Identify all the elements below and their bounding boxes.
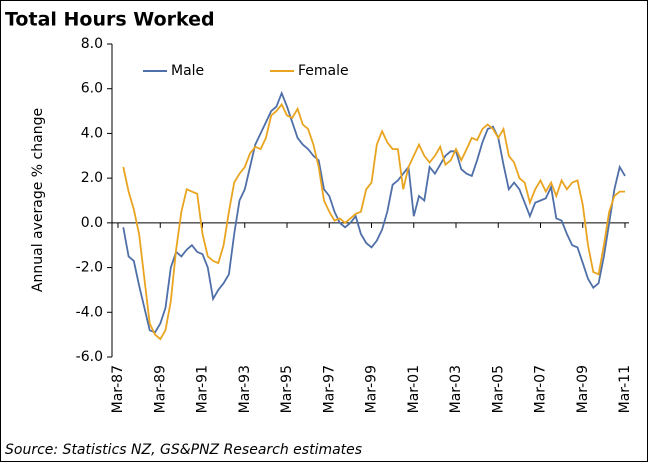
- x-tick-label: Mar-01: [406, 365, 422, 413]
- y-tick-label: -4.0: [76, 304, 103, 320]
- x-tick-label: Mar-99: [364, 365, 380, 413]
- y-tick-label: 0.0: [81, 215, 103, 231]
- y-axis-label: Annual average % change: [30, 108, 46, 292]
- series-line: [122, 102, 625, 341]
- y-tick-label: -2.0: [76, 260, 103, 276]
- x-tick-label: Mar-89: [152, 365, 168, 413]
- x-tick-label: Mar-87: [110, 365, 126, 413]
- chart-title: Total Hours Worked: [5, 9, 215, 31]
- x-tick-label: Mar-05: [490, 365, 506, 413]
- x-tick-label: Mar-09: [575, 365, 591, 413]
- source-note: Source: Statistics NZ, GS&PNZ Research e…: [5, 442, 362, 458]
- y-tick-label: 2.0: [81, 170, 103, 186]
- x-tick-label: Mar-97: [321, 365, 337, 413]
- x-tick-label: Mar-07: [533, 365, 549, 413]
- y-tick-label: 6.0: [81, 81, 103, 97]
- series-line: [122, 90, 626, 334]
- x-tick-label: Mar-93: [237, 365, 253, 413]
- x-tick-label: Mar-03: [448, 365, 464, 413]
- legend-label: Female: [298, 63, 349, 79]
- y-tick-label: -6.0: [76, 349, 103, 365]
- y-tick-label: 4.0: [81, 125, 103, 141]
- y-tick-label: 8.0: [81, 36, 103, 52]
- x-tick-label: Mar-95: [279, 365, 295, 413]
- x-tick-label: Mar-91: [195, 365, 211, 413]
- legend-label: Male: [171, 63, 204, 79]
- x-tick-label: Mar-11: [617, 365, 633, 413]
